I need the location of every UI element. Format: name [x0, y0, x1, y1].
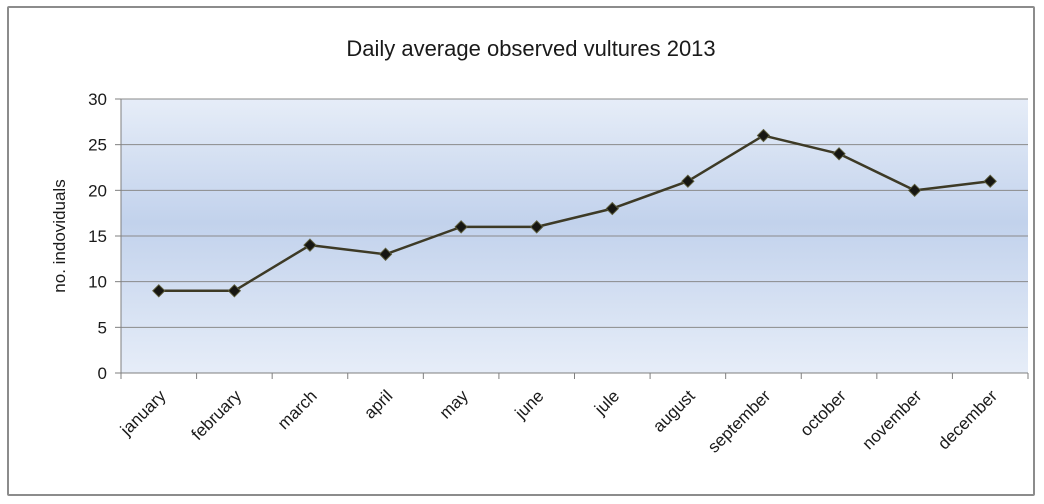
data-point-marker [832, 147, 846, 161]
y-tick-label: 20 [88, 181, 107, 200]
chart-title: Daily average observed vultures 2013 [346, 36, 715, 61]
y-tick-label: 15 [88, 227, 107, 246]
y-tick-label: 5 [98, 318, 107, 337]
x-tick-label: june [511, 386, 548, 423]
data-point-marker [983, 174, 997, 188]
x-tick-label: october [796, 386, 850, 440]
x-tick-label: april [360, 386, 396, 422]
x-tick-label: december [934, 386, 1001, 453]
x-tick-label: jule [590, 386, 623, 419]
data-point-marker [152, 284, 166, 298]
y-tick-label: 25 [88, 136, 107, 155]
data-point-marker [227, 284, 242, 298]
data-point-marker [907, 183, 922, 198]
series-layer [152, 128, 997, 298]
x-tick-label: august [649, 386, 699, 436]
series-line [158, 134, 991, 293]
data-point-marker [378, 247, 393, 261]
data-point-marker [530, 220, 544, 234]
y-tick-label: 30 [88, 90, 107, 109]
data-point-marker [303, 238, 317, 252]
gridlines [121, 98, 1028, 328]
data-point-marker [605, 201, 619, 216]
y-axis-title: no. indoviduals [50, 179, 69, 292]
x-tick-label: november [859, 386, 926, 453]
x-tick-label: march [274, 386, 321, 433]
data-point-marker [681, 174, 695, 188]
data-point-marker [454, 220, 468, 234]
x-tick-label: may [436, 386, 472, 422]
y-tick-label: 0 [98, 364, 107, 383]
data-point-marker [756, 128, 771, 143]
y-tick-label: 10 [88, 273, 107, 292]
x-tick-label: september [704, 386, 774, 456]
x-tick-label: january [116, 386, 170, 440]
axes [115, 98, 1029, 379]
x-tick-label: february [188, 386, 246, 444]
